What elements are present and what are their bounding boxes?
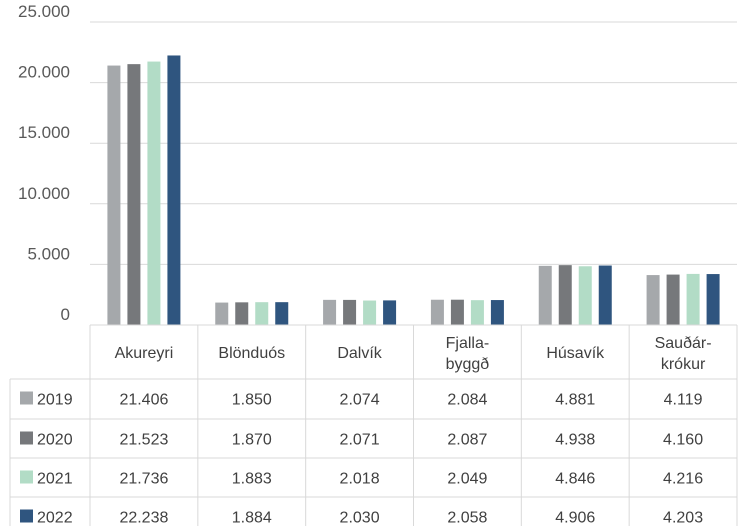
bar-2019-4 (430, 299, 444, 325)
data-cell: 1.870 (232, 432, 272, 449)
bar-2022-1 (167, 55, 181, 326)
data-cell: 2.087 (447, 432, 487, 449)
data-cell: 2.058 (447, 510, 487, 526)
bar-2022-4 (490, 300, 504, 325)
bar-2021-2 (255, 302, 269, 325)
data-cell: 4.881 (555, 392, 595, 409)
data-cell: 2.074 (340, 392, 380, 409)
bar-2021-5 (578, 266, 592, 325)
legend-key-2019 (20, 391, 33, 405)
data-cell: 2.049 (447, 471, 487, 488)
data-cell: 4.216 (663, 471, 703, 488)
data-cell: 21.736 (119, 471, 168, 488)
legend-label-2022: 2022 (37, 510, 73, 526)
data-cell: 2.030 (340, 510, 380, 526)
data-cell: 2.018 (340, 471, 380, 488)
data-cell: 4.119 (664, 392, 703, 409)
bar-2019-5 (538, 265, 552, 325)
data-cell: 21.523 (119, 432, 168, 449)
category-label: Sauðár-krókur (655, 335, 712, 373)
y-tick-label: 20.000 (18, 63, 70, 82)
bar-2022-2 (275, 302, 289, 325)
category-label: Blönduós (218, 345, 285, 362)
legend-label-2020: 2020 (37, 432, 73, 449)
bar-2019-3 (323, 299, 337, 325)
data-cell: 4.203 (663, 510, 703, 526)
legend-key-2020 (20, 431, 33, 445)
bar-2020-4 (450, 299, 464, 325)
bar-2020-2 (235, 302, 249, 325)
data-cell: 4.906 (555, 510, 595, 526)
data-cell: 1.884 (232, 510, 272, 526)
y-tick-label: 10.000 (18, 184, 70, 203)
bar-2021-1 (147, 61, 161, 325)
y-tick-label: 25.000 (18, 2, 70, 21)
data-cell: 2.071 (340, 432, 380, 449)
data-cell: 22.238 (119, 510, 168, 526)
bar-2021-4 (470, 300, 484, 325)
legend-key-2022 (20, 509, 33, 523)
legend-label-2021: 2021 (37, 471, 73, 488)
data-cell: 4.846 (555, 471, 595, 488)
data-cell: 4.938 (555, 432, 595, 449)
legend-key-2021 (20, 470, 33, 484)
bar-2019-6 (646, 275, 660, 325)
bar-2020-5 (558, 265, 572, 325)
bar-2020-6 (666, 274, 680, 325)
y-tick-label: 5.000 (27, 244, 70, 263)
data-cell: 1.850 (232, 392, 272, 409)
data-cell: 2.084 (447, 392, 487, 409)
bar-2020-1 (127, 64, 141, 326)
y-tick-label: 0 (61, 305, 70, 324)
bar-2019-1 (107, 65, 121, 326)
bar-2022-6 (706, 274, 720, 325)
bar-2020-3 (343, 299, 357, 325)
data-cell: 21.406 (119, 392, 168, 409)
bar-2019-2 (215, 302, 229, 325)
bar-2022-5 (598, 265, 612, 325)
category-label: Húsavík (546, 345, 605, 362)
y-tick-label: 15.000 (18, 123, 70, 142)
bar-2021-6 (686, 273, 700, 325)
category-label: Akureyri (115, 345, 174, 362)
category-label: Fjalla-byggð (446, 335, 490, 373)
bar-2021-3 (363, 300, 377, 325)
category-label: Dalvík (337, 345, 382, 362)
bar-2022-3 (383, 300, 397, 325)
data-cell: 1.883 (232, 471, 272, 488)
legend-label-2019: 2019 (37, 392, 73, 409)
data-cell: 4.160 (663, 432, 703, 449)
